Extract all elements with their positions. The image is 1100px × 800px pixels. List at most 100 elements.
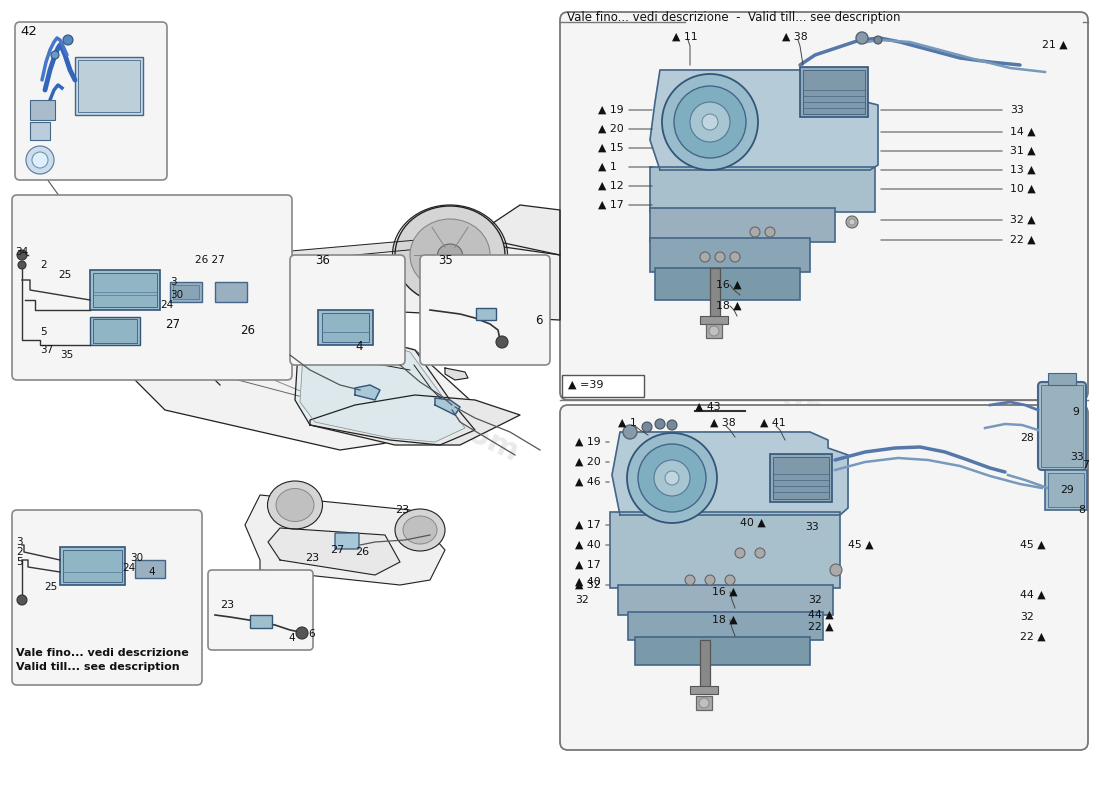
- Polygon shape: [78, 318, 130, 335]
- Circle shape: [710, 326, 719, 336]
- Ellipse shape: [267, 481, 322, 529]
- Text: 13 ▲: 13 ▲: [1010, 165, 1035, 175]
- Text: Vale fino... vedi descrizione  -  Valid till... see description: Vale fino... vedi descrizione - Valid ti…: [566, 10, 901, 23]
- Text: designofgear.com: designofgear.com: [606, 302, 894, 458]
- Text: 27: 27: [165, 318, 180, 331]
- Polygon shape: [165, 240, 560, 320]
- Circle shape: [296, 627, 308, 639]
- Circle shape: [496, 336, 508, 348]
- Bar: [773, 457, 829, 499]
- FancyBboxPatch shape: [12, 510, 202, 685]
- FancyBboxPatch shape: [336, 533, 359, 549]
- FancyBboxPatch shape: [15, 22, 167, 180]
- Text: 32: 32: [808, 595, 822, 605]
- FancyBboxPatch shape: [1038, 382, 1086, 470]
- Circle shape: [702, 114, 718, 130]
- Ellipse shape: [177, 246, 242, 304]
- Ellipse shape: [276, 489, 314, 522]
- Text: 30: 30: [130, 553, 143, 563]
- Text: 45 ▲: 45 ▲: [848, 540, 873, 550]
- Text: 25: 25: [44, 582, 57, 592]
- Text: 9: 9: [1072, 407, 1079, 417]
- Circle shape: [846, 216, 858, 228]
- Polygon shape: [295, 320, 475, 445]
- Ellipse shape: [403, 516, 437, 544]
- Text: ▲ 20: ▲ 20: [575, 457, 601, 467]
- Circle shape: [685, 575, 695, 585]
- Text: 45 ▲: 45 ▲: [1020, 540, 1046, 550]
- Text: 34: 34: [15, 247, 29, 257]
- Circle shape: [662, 74, 758, 170]
- Circle shape: [667, 420, 676, 430]
- Text: 26: 26: [355, 547, 370, 557]
- Bar: [1045, 470, 1087, 510]
- Bar: [650, 167, 875, 212]
- Text: ▲ 20: ▲ 20: [598, 124, 624, 134]
- Text: 29: 29: [1060, 485, 1074, 495]
- Text: 23: 23: [395, 505, 409, 515]
- Bar: [94, 319, 138, 343]
- Polygon shape: [75, 295, 470, 450]
- Text: ▲ 38: ▲ 38: [782, 32, 807, 42]
- Text: 44 ▲: 44 ▲: [808, 610, 834, 620]
- Circle shape: [638, 444, 706, 512]
- Text: ▲ =39: ▲ =39: [568, 380, 604, 390]
- Circle shape: [690, 102, 730, 142]
- Bar: [696, 696, 712, 710]
- Text: 36: 36: [315, 254, 330, 266]
- FancyBboxPatch shape: [420, 255, 550, 365]
- Text: ▲ 19: ▲ 19: [598, 105, 624, 115]
- Text: 40 ▲: 40 ▲: [740, 518, 766, 528]
- Ellipse shape: [395, 509, 446, 551]
- Bar: [700, 640, 710, 690]
- Text: 4: 4: [288, 633, 295, 643]
- Polygon shape: [355, 385, 380, 400]
- Polygon shape: [490, 205, 560, 255]
- Circle shape: [16, 250, 28, 260]
- Polygon shape: [245, 495, 446, 585]
- Text: 35: 35: [60, 350, 74, 360]
- Text: Vale fino... vedi descrizione: Vale fino... vedi descrizione: [16, 648, 189, 658]
- Polygon shape: [310, 395, 520, 445]
- Text: 42: 42: [20, 25, 37, 38]
- Bar: [650, 208, 835, 242]
- Polygon shape: [650, 70, 878, 170]
- Polygon shape: [434, 398, 460, 415]
- Bar: [78, 60, 140, 112]
- FancyBboxPatch shape: [560, 405, 1088, 750]
- Circle shape: [874, 36, 882, 44]
- Text: ▲ 17: ▲ 17: [598, 200, 624, 210]
- Circle shape: [18, 261, 26, 269]
- Text: 22 ▲: 22 ▲: [808, 622, 834, 632]
- Bar: [1041, 385, 1084, 467]
- Bar: [30, 100, 55, 120]
- Text: 23: 23: [220, 600, 234, 610]
- Bar: [800, 67, 868, 117]
- Bar: [635, 637, 810, 665]
- Circle shape: [849, 219, 855, 225]
- Bar: [770, 454, 832, 502]
- Text: 4: 4: [355, 341, 363, 354]
- Text: 28: 28: [1020, 433, 1034, 443]
- Text: 35: 35: [438, 254, 453, 266]
- Bar: [250, 615, 272, 628]
- Polygon shape: [446, 368, 468, 380]
- Text: ▲ 43: ▲ 43: [695, 402, 721, 412]
- Bar: [30, 122, 50, 140]
- Text: 27: 27: [330, 545, 344, 555]
- Text: ▲ 1: ▲ 1: [618, 418, 637, 428]
- Text: 6: 6: [535, 314, 542, 326]
- Bar: [562, 375, 644, 397]
- Bar: [690, 686, 718, 694]
- Ellipse shape: [165, 235, 255, 315]
- Text: 26 27: 26 27: [195, 255, 224, 265]
- Circle shape: [16, 595, 28, 605]
- Circle shape: [674, 86, 746, 158]
- Text: 18 ▲: 18 ▲: [712, 615, 738, 625]
- Polygon shape: [268, 528, 400, 575]
- Text: ▲ 38: ▲ 38: [710, 418, 736, 428]
- Text: ▲ 11: ▲ 11: [672, 32, 697, 42]
- Text: 32 ▲: 32 ▲: [1010, 215, 1035, 225]
- Text: 2: 2: [16, 547, 23, 557]
- Text: ▲ 15: ▲ 15: [598, 143, 624, 153]
